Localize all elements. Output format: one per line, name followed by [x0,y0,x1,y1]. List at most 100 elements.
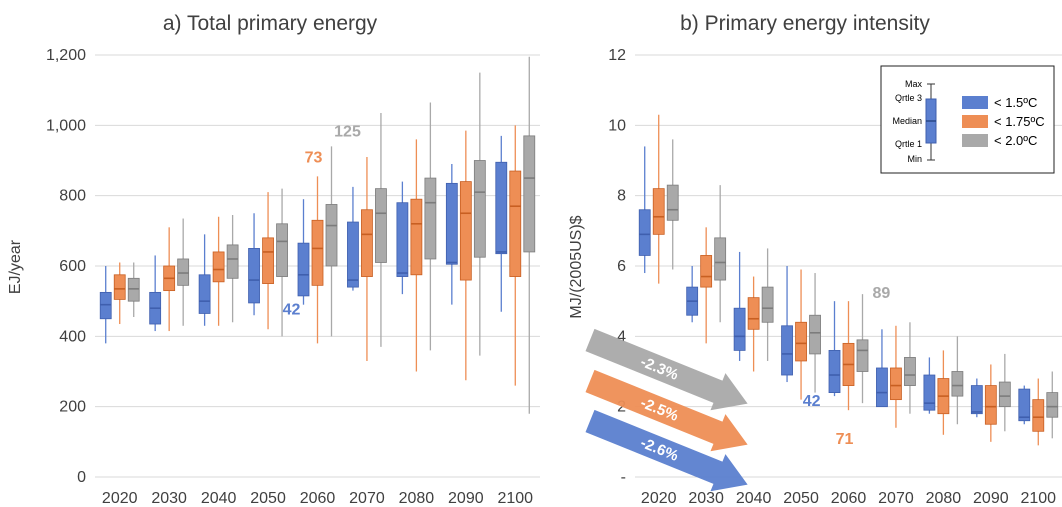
y-tick-label-b-2: 4 [617,328,626,345]
legend-label-1-5: < 1.5ºC [994,95,1037,110]
box-a-1-75-2020 [113,262,126,325]
box-plots-b [638,114,1059,446]
box-body [361,209,373,277]
box-a-2-0-2040 [226,215,239,323]
box-body [424,177,437,260]
y-tick-label-a-2: 400 [59,328,86,345]
box-body [923,374,936,411]
annotation-a-1-75: 73 [305,149,323,166]
box-body [856,339,869,372]
box-b-1-75-2060 [842,301,855,411]
box-body [638,209,651,256]
legend-swatch-2-0 [962,134,988,147]
box-b-1-5-2100 [1018,385,1031,425]
box-b-1-75-2080 [937,350,950,435]
panel-total-primary-energy: a) Total primary energy EJ/year 0 200 400 6… [7,12,540,507]
box-a-1-75-2070 [361,156,373,361]
x-tick-label-b-2070: 2070 [878,490,914,507]
box-body [495,161,508,255]
box-body [311,219,324,286]
y-tick-label-a-0: 0 [77,469,86,486]
legend-swatch-1-5 [962,96,988,109]
x-tick-label-a-2030: 2030 [151,490,187,507]
x-tick-label-a-2040: 2040 [201,490,237,507]
box-body [747,297,760,330]
box-b-1-75-2050 [795,269,807,400]
x-tick-label-a-2050: 2050 [250,490,286,507]
box-body [652,188,665,235]
box-b-2-0-2090 [998,353,1011,432]
box-body [700,255,713,288]
box-a-2-0-2060 [325,146,338,337]
y-tick-label-b-0: - [621,469,626,486]
box-a-1-75-2040 [212,216,225,326]
y-tick-label-a-4: 800 [59,188,86,205]
box-body [890,367,902,401]
box-a-1-5-2100 [495,135,508,312]
box-b-1-75-2020 [652,114,665,284]
rate-arrow-shape [585,409,748,492]
box-body [951,371,964,397]
box-body [876,367,888,408]
box-a-1-75-2030 [163,227,176,332]
box-a-1-5-2060 [297,199,310,305]
box-b-1-75-2100 [1032,378,1045,446]
legend-swatch-1-75 [962,115,988,128]
box-body [781,325,793,376]
box-a-1-75-2080 [410,139,423,372]
box-a-2-0-2080 [424,102,437,351]
box-body [828,349,841,393]
box-body [325,204,338,267]
box-a-1-75-2100 [509,125,522,386]
x-tick-label-a-2080: 2080 [399,490,435,507]
annotation-b-2-0: 89 [873,285,891,302]
box-a-1-5-2070 [347,186,359,291]
x-tick-label-a-2090: 2090 [448,490,484,507]
box-body [297,242,310,297]
y-tick-labels-a: 0 200 400 600 800 1,000 1,200 [46,47,86,486]
box-b-2-0-2060 [856,294,869,404]
annotations-a: 125 73 42 [283,123,361,318]
box-body [970,385,983,415]
box-body [666,184,679,221]
box-b-1-5-2030 [686,266,699,323]
box-a-2-0-2050 [276,188,288,337]
legend-min-label: Min [907,154,922,164]
x-tick-label-b-2080: 2080 [926,490,962,507]
box-body [347,221,359,288]
box-body [445,182,458,265]
box-a-1-75-2060 [311,176,324,344]
box-a-1-5-2040 [198,234,211,326]
box-a-1-5-2050 [248,213,260,316]
box-a-1-5-2080 [396,181,409,295]
box-b-1-5-2080 [923,357,936,414]
annotation-b-1-75: 71 [836,431,854,448]
box-body [410,198,423,276]
box-body [904,357,916,386]
box-body [473,160,486,258]
y-axis-label-b: MJ/(2005US)$ [568,215,585,318]
box-body [809,314,821,355]
annotations-b: 89 42 71 [803,285,891,448]
box-body [795,321,807,362]
box-a-1-5-2030 [149,255,162,332]
x-tick-label-a-2060: 2060 [300,490,336,507]
box-body [1032,399,1045,432]
legend-median-label: Median [892,116,922,126]
legend-schematic-box [925,83,937,161]
box-b-1-5-2090 [970,378,983,418]
box-body [1018,388,1031,422]
box-body [509,170,522,277]
y-tick-labels-b: - 2 4 6 8 10 12 [608,47,626,486]
legend-max-label: Max [905,79,923,89]
x-tick-labels-b: 2020 2030 2040 2050 2060 2070 2080 2090 2100 [641,490,1056,507]
y-tick-label-b-4: 8 [617,188,626,205]
legend-label-1-75: < 1.75ºC [994,114,1045,129]
box-b-1-5-2060 [828,301,841,397]
box-body [396,202,409,277]
box-a-2-0-2030 [177,218,190,326]
box-b-1-5-2040 [733,251,746,361]
box-b-1-5-2050 [781,266,793,383]
x-tick-label-a-2020: 2020 [102,490,138,507]
box-a-2-0-2100 [523,56,536,414]
